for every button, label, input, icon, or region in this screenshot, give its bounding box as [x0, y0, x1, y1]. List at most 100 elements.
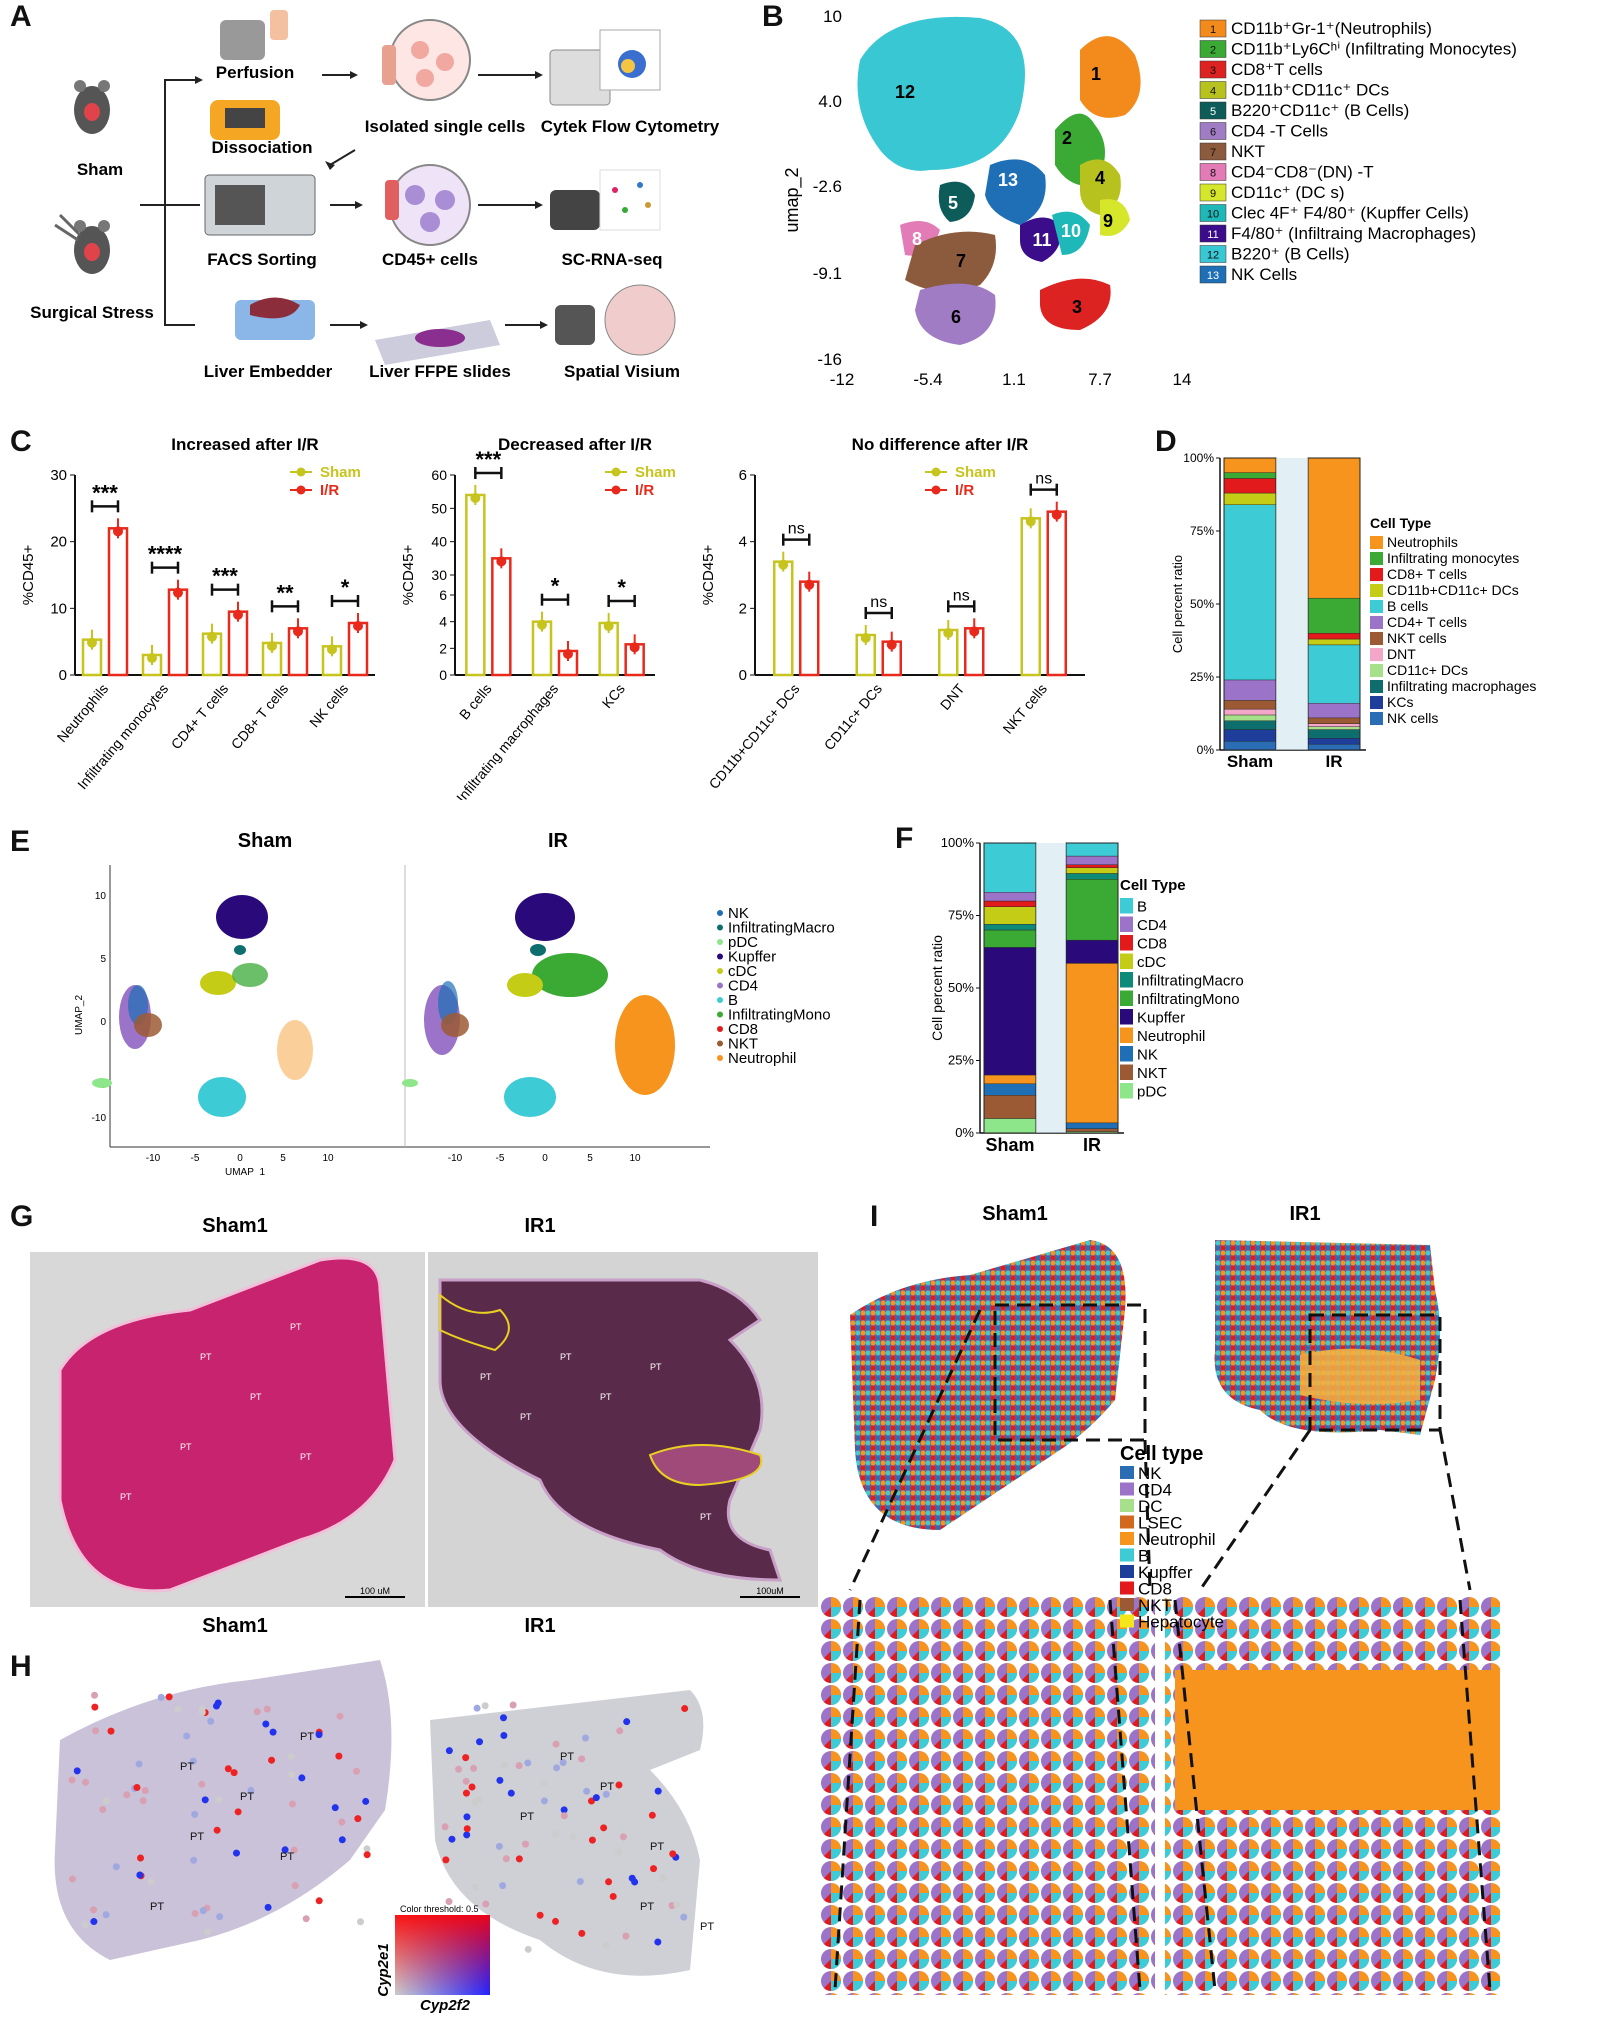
legend-label: CD4 — [1138, 1481, 1172, 1500]
legend-swatch — [1120, 1064, 1133, 1080]
expression-spot — [507, 1789, 515, 1797]
stack-segment — [1307, 743, 1361, 751]
expression-spot — [92, 1727, 100, 1735]
legend-label: I/R — [635, 482, 654, 499]
expression-spot — [232, 1849, 240, 1857]
x-tick-label: B cells — [456, 681, 495, 723]
i-right-title: IR1 — [1289, 1203, 1320, 1225]
legend-marker — [717, 1040, 723, 1047]
svg-text:PT: PT — [640, 1901, 654, 1913]
y-tick-label: 30 — [431, 567, 447, 583]
svg-text:PT: PT — [300, 1452, 312, 1462]
legend-label: B — [728, 992, 738, 1009]
expression-spot — [588, 1836, 596, 1844]
expression-spot — [681, 1705, 689, 1713]
stack-segment — [1307, 717, 1361, 724]
legend-swatch — [1199, 40, 1227, 58]
h-gene-x: Cyp2f2 — [420, 1997, 471, 2014]
legend-label: CD11b⁺CD11c⁺ DCs — [1231, 81, 1389, 100]
expression-spot — [353, 1767, 361, 1775]
expression-spot — [463, 1813, 471, 1821]
expression-spot — [315, 1897, 323, 1905]
legend-label: CD4 -T Cells — [1231, 122, 1328, 141]
y-axis-label: Cell percent ratio — [1170, 555, 1185, 653]
legend-label: NKT — [1231, 142, 1265, 161]
legend-label: InfiltratingMacro — [728, 920, 835, 937]
umap-ylabel: umap_2 — [782, 167, 803, 232]
expression-spot — [198, 1780, 206, 1788]
svg-text:PT: PT — [520, 1412, 532, 1422]
stack-segment — [1065, 867, 1119, 874]
expression-spot — [615, 1848, 623, 1856]
expression-spot — [616, 1727, 624, 1735]
stack-segment — [1223, 478, 1277, 494]
expression-spot — [650, 1865, 658, 1873]
expression-spot — [441, 1823, 449, 1831]
expression-spot — [135, 1760, 143, 1768]
svg-text:-2.6: -2.6 — [813, 177, 842, 196]
g-scale-right: 100uM — [756, 1586, 784, 1596]
flow-band — [1276, 458, 1308, 750]
stack-segment — [983, 842, 1037, 893]
bar — [1020, 517, 1041, 677]
expression-spot — [475, 1795, 483, 1803]
legend-number: 2 — [1210, 45, 1216, 57]
legend-swatch — [1120, 1565, 1134, 1578]
expression-spot — [68, 1776, 76, 1784]
expression-spot — [212, 1702, 220, 1710]
svg-text:PT: PT — [600, 1392, 612, 1402]
expression-spot — [522, 1840, 530, 1848]
expression-spot — [204, 1928, 212, 1936]
y-tick-label: 2 — [439, 640, 447, 656]
expression-spot — [482, 1900, 490, 1908]
panel-g-histology: Sham1 IR1 PT PT PT PT PT PT PT PT PT PT PT PT … — [30, 1215, 818, 1607]
significance-label: ns — [953, 587, 970, 604]
legend-label: Infiltrating monocytes — [1387, 550, 1519, 566]
svg-text:PT: PT — [650, 1362, 662, 1372]
umap-xticks: -12 -5.4 1.1 7.7 14 — [830, 370, 1192, 389]
svg-text:0: 0 — [237, 1153, 243, 1164]
legend-label: NK Cells — [1231, 265, 1297, 284]
label-sham: Sham — [77, 160, 123, 179]
legend-label: B220⁺ (B Cells) — [1231, 245, 1350, 264]
stack-segment — [1223, 720, 1277, 730]
svg-text:-5: -5 — [496, 1153, 505, 1164]
h-sham-tissue — [54, 1660, 392, 1960]
legend-label: CD8⁺T cells — [1231, 60, 1323, 79]
expression-spot — [560, 1812, 568, 1820]
expression-spot — [123, 1791, 131, 1799]
stack-segment — [1223, 708, 1277, 716]
legend-swatch — [1370, 696, 1383, 709]
expression-spot — [578, 1929, 586, 1937]
expression-spot — [338, 1836, 346, 1844]
legend-swatch — [1199, 60, 1227, 79]
i-zoom-boxes — [848, 1303, 1472, 1591]
svg-text:10: 10 — [1061, 221, 1081, 241]
stack-segment — [1065, 1122, 1119, 1129]
legend-label: NK — [1138, 1464, 1162, 1483]
expression-spot — [362, 1797, 370, 1805]
expression-spot — [472, 1883, 480, 1891]
legend-label: B cells — [1387, 598, 1428, 614]
bar-chart-1: Increased after I/R%CD45+0102030***Neutr… — [20, 435, 375, 792]
legend-label: NKT cells — [1387, 630, 1447, 646]
expression-spot — [190, 1856, 198, 1864]
bar — [491, 557, 512, 677]
e-xlabel: UMAP_1 — [225, 1167, 265, 1175]
significance-label: * — [551, 574, 560, 599]
legend-marker — [717, 1026, 723, 1032]
expression-spot — [224, 1765, 232, 1773]
expression-spot — [198, 1705, 206, 1713]
expression-spot — [455, 1765, 463, 1773]
cluster-numbers: 12 1 2 4 9 13 5 8 7 6 11 10 3 — [895, 64, 1113, 327]
legend-label: cDC — [728, 963, 757, 980]
panel-letter-e: E — [10, 825, 31, 858]
legend-label: CD8+ T cells — [1387, 566, 1467, 582]
panel-h-spatial-expression: Sham1 IR1 PT PT PT PT PT PT PT PT PT PT PT PT … — [54, 1615, 714, 2014]
e-ylabel: UMAP_2 — [74, 995, 85, 1035]
legend-title: Cell Type — [1120, 877, 1186, 894]
svg-text:9: 9 — [1103, 211, 1113, 231]
significance-label: *** — [475, 447, 501, 472]
expression-spot — [501, 1761, 509, 1769]
svg-text:PT: PT — [300, 1731, 314, 1743]
